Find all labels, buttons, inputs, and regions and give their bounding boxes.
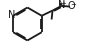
Text: O: O [67, 1, 75, 11]
Text: N: N [8, 10, 15, 20]
Text: N: N [58, 0, 65, 10]
Text: −: − [70, 2, 76, 8]
Text: +: + [60, 1, 66, 7]
